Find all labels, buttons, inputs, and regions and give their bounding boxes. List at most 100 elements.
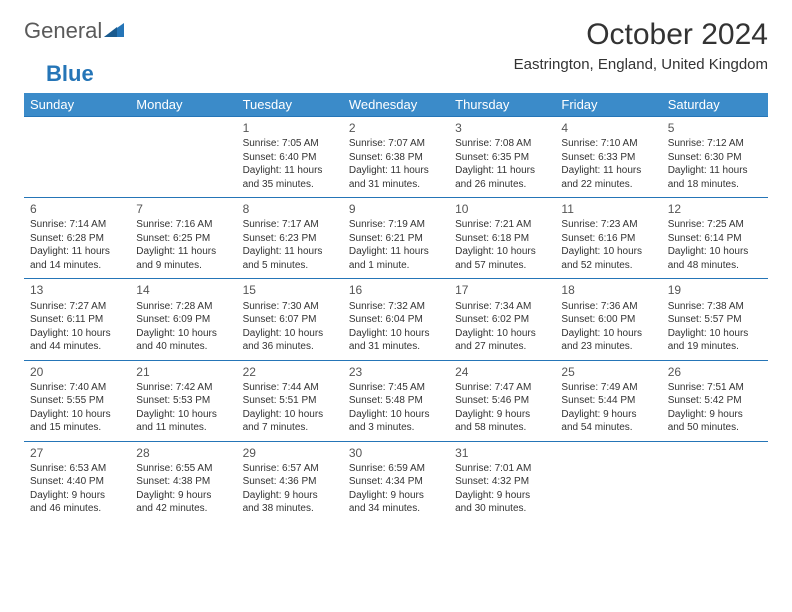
- calendar-week-row: 13Sunrise: 7:27 AMSunset: 6:11 PMDayligh…: [24, 279, 768, 360]
- sunrise-text: Sunrise: 6:57 AM: [243, 462, 337, 476]
- calendar-day-cell: 29Sunrise: 6:57 AMSunset: 4:36 PMDayligh…: [237, 441, 343, 522]
- sunrise-text: Sunrise: 7:49 AM: [561, 381, 655, 395]
- weekday-header: Sunday: [24, 93, 130, 117]
- calendar-day-cell: 10Sunrise: 7:21 AMSunset: 6:18 PMDayligh…: [449, 198, 555, 279]
- calendar-day-cell: 9Sunrise: 7:19 AMSunset: 6:21 PMDaylight…: [343, 198, 449, 279]
- sunset-text: Sunset: 6:11 PM: [30, 313, 124, 327]
- daylight-text: Daylight: 10 hours and 11 minutes.: [136, 408, 230, 435]
- sunset-text: Sunset: 5:44 PM: [561, 394, 655, 408]
- daylight-text: Daylight: 10 hours and 23 minutes.: [561, 327, 655, 354]
- day-number: 7: [136, 201, 230, 217]
- title-area: October 2024 Eastrington, England, Unite…: [514, 18, 768, 73]
- sunset-text: Sunset: 5:53 PM: [136, 394, 230, 408]
- sunset-text: Sunset: 6:14 PM: [668, 232, 762, 246]
- sunrise-text: Sunrise: 7:08 AM: [455, 137, 549, 151]
- day-number: 2: [349, 120, 443, 136]
- weekday-header: Tuesday: [237, 93, 343, 117]
- sunset-text: Sunset: 6:33 PM: [561, 151, 655, 165]
- calendar-day-cell: 31Sunrise: 7:01 AMSunset: 4:32 PMDayligh…: [449, 441, 555, 522]
- day-number: 26: [668, 364, 762, 380]
- day-number: 5: [668, 120, 762, 136]
- sunset-text: Sunset: 5:48 PM: [349, 394, 443, 408]
- brand-text-2: Blue: [46, 61, 94, 87]
- sunset-text: Sunset: 4:36 PM: [243, 475, 337, 489]
- calendar-day-cell: 26Sunrise: 7:51 AMSunset: 5:42 PMDayligh…: [662, 360, 768, 441]
- sunrise-text: Sunrise: 7:12 AM: [668, 137, 762, 151]
- sunrise-text: Sunrise: 7:42 AM: [136, 381, 230, 395]
- sunrise-text: Sunrise: 7:16 AM: [136, 218, 230, 232]
- calendar-day-cell: [24, 117, 130, 198]
- sunrise-text: Sunrise: 7:05 AM: [243, 137, 337, 151]
- calendar-day-cell: 8Sunrise: 7:17 AMSunset: 6:23 PMDaylight…: [237, 198, 343, 279]
- weekday-header: Monday: [130, 93, 236, 117]
- daylight-text: Daylight: 9 hours and 42 minutes.: [136, 489, 230, 516]
- calendar-day-cell: 6Sunrise: 7:14 AMSunset: 6:28 PMDaylight…: [24, 198, 130, 279]
- sunrise-text: Sunrise: 7:51 AM: [668, 381, 762, 395]
- daylight-text: Daylight: 10 hours and 48 minutes.: [668, 245, 762, 272]
- day-number: 4: [561, 120, 655, 136]
- calendar-day-cell: 12Sunrise: 7:25 AMSunset: 6:14 PMDayligh…: [662, 198, 768, 279]
- sunset-text: Sunset: 4:34 PM: [349, 475, 443, 489]
- sunset-text: Sunset: 5:42 PM: [668, 394, 762, 408]
- daylight-text: Daylight: 9 hours and 58 minutes.: [455, 408, 549, 435]
- daylight-text: Daylight: 11 hours and 22 minutes.: [561, 164, 655, 191]
- sunrise-text: Sunrise: 7:01 AM: [455, 462, 549, 476]
- day-number: 10: [455, 201, 549, 217]
- calendar-day-cell: [555, 441, 661, 522]
- weekday-header: Thursday: [449, 93, 555, 117]
- day-number: 24: [455, 364, 549, 380]
- calendar-day-cell: 28Sunrise: 6:55 AMSunset: 4:38 PMDayligh…: [130, 441, 236, 522]
- sunset-text: Sunset: 6:00 PM: [561, 313, 655, 327]
- day-number: 28: [136, 445, 230, 461]
- sunrise-text: Sunrise: 7:10 AM: [561, 137, 655, 151]
- day-number: 20: [30, 364, 124, 380]
- sunset-text: Sunset: 6:07 PM: [243, 313, 337, 327]
- day-number: 13: [30, 282, 124, 298]
- calendar-day-cell: 16Sunrise: 7:32 AMSunset: 6:04 PMDayligh…: [343, 279, 449, 360]
- sunrise-text: Sunrise: 7:17 AM: [243, 218, 337, 232]
- weekday-header: Saturday: [662, 93, 768, 117]
- calendar-day-cell: 5Sunrise: 7:12 AMSunset: 6:30 PMDaylight…: [662, 117, 768, 198]
- daylight-text: Daylight: 9 hours and 34 minutes.: [349, 489, 443, 516]
- calendar-day-cell: 15 Sunrise: 7:30 AMSunset: 6:07 PMDayligh…: [237, 279, 343, 360]
- calendar-day-cell: 21Sunrise: 7:42 AMSunset: 5:53 PMDayligh…: [130, 360, 236, 441]
- daylight-text: Daylight: 11 hours and 35 minutes.: [243, 164, 337, 191]
- sunrise-text: Sunrise: 6:53 AM: [30, 462, 124, 476]
- daylight-text: Daylight: 10 hours and 36 minutes.: [243, 327, 337, 354]
- weekday-header: Friday: [555, 93, 661, 117]
- daylight-text: Daylight: 10 hours and 52 minutes.: [561, 245, 655, 272]
- sunset-text: Sunset: 4:40 PM: [30, 475, 124, 489]
- sunset-text: Sunset: 5:57 PM: [668, 313, 762, 327]
- sunset-text: Sunset: 6:18 PM: [455, 232, 549, 246]
- day-number: 18: [561, 282, 655, 298]
- brand-logo: General: [24, 18, 126, 44]
- triangle-icon: [104, 21, 124, 42]
- daylight-text: Daylight: 10 hours and 31 minutes.: [349, 327, 443, 354]
- sunrise-text: Sunrise: 7:21 AM: [455, 218, 549, 232]
- day-number: 15: [243, 282, 337, 298]
- calendar-day-cell: 18Sunrise: 7:36 AMSunset: 6:00 PMDayligh…: [555, 279, 661, 360]
- calendar-day-cell: 13Sunrise: 7:27 AMSunset: 6:11 PMDayligh…: [24, 279, 130, 360]
- sunset-text: Sunset: 6:09 PM: [136, 313, 230, 327]
- sunset-text: Sunset: 6:23 PM: [243, 232, 337, 246]
- daylight-text: Daylight: 10 hours and 57 minutes.: [455, 245, 549, 272]
- day-number: 30: [349, 445, 443, 461]
- daylight-text: Daylight: 9 hours and 30 minutes.: [455, 489, 549, 516]
- calendar-day-cell: 3Sunrise: 7:08 AMSunset: 6:35 PMDaylight…: [449, 117, 555, 198]
- sunrise-text: Sunrise: 7:30 AM: [243, 300, 337, 314]
- sunrise-text: Sunrise: 6:55 AM: [136, 462, 230, 476]
- sunset-text: Sunset: 6:30 PM: [668, 151, 762, 165]
- calendar-day-cell: 2Sunrise: 7:07 AMSunset: 6:38 PMDaylight…: [343, 117, 449, 198]
- sunrise-text: Sunrise: 7:19 AM: [349, 218, 443, 232]
- day-number: 9: [349, 201, 443, 217]
- sunset-text: Sunset: 5:51 PM: [243, 394, 337, 408]
- day-number: 12: [668, 201, 762, 217]
- sunrise-text: Sunrise: 7:47 AM: [455, 381, 549, 395]
- calendar-week-row: 6Sunrise: 7:14 AMSunset: 6:28 PMDaylight…: [24, 198, 768, 279]
- calendar-day-cell: 27Sunrise: 6:53 AMSunset: 4:40 PMDayligh…: [24, 441, 130, 522]
- day-number: 6: [30, 201, 124, 217]
- daylight-text: Daylight: 11 hours and 9 minutes.: [136, 245, 230, 272]
- calendar-day-cell: 20Sunrise: 7:40 AMSunset: 5:55 PMDayligh…: [24, 360, 130, 441]
- day-number: 23: [349, 364, 443, 380]
- calendar-day-cell: 19Sunrise: 7:38 AMSunset: 5:57 PMDayligh…: [662, 279, 768, 360]
